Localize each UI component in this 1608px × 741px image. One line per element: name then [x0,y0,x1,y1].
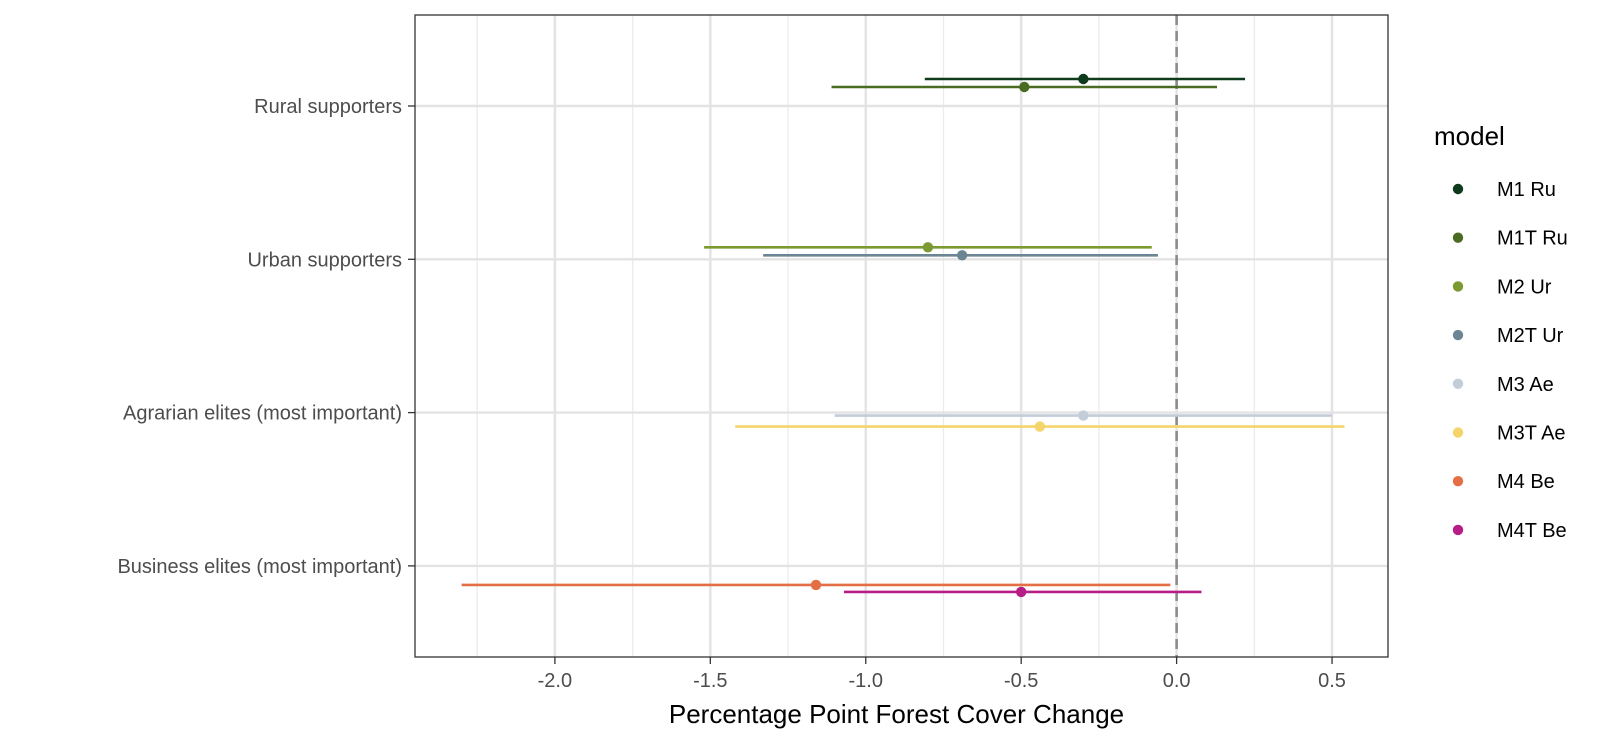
series-m4-be [461,579,1171,591]
panel-border [414,14,1389,658]
legend-label: M4 Be [1497,471,1555,493]
x-tick-label: -2.0 [538,670,572,692]
x-tick-label: -1.5 [693,670,727,692]
legend-key [1452,281,1464,292]
panel-outline [414,14,1389,658]
legend-label: M2T Ur [1497,325,1564,347]
series-m1-ru [924,73,1246,85]
legend-key [1452,378,1464,389]
point-estimate [810,579,822,591]
x-tick-label: 0.5 [1318,670,1346,692]
series-m3-ae [834,410,1333,421]
y-tick-label: Urban supporters [247,249,402,271]
x-tick-label: -1.0 [849,670,883,692]
legend-key [1452,329,1464,341]
point-estimate [1078,73,1089,85]
series-layer [461,73,1345,598]
point-estimate [956,250,968,261]
point-estimate [1078,410,1089,421]
y-tick-label: Rural supporters [254,96,402,118]
legend-item: M4 Be [1452,471,1555,493]
legend-item: M3T Ae [1452,423,1566,445]
series-m4t-be [843,586,1202,598]
legend-label: M2 Ur [1497,276,1552,298]
legend-label: M3 Ae [1497,374,1554,396]
point-estimate [1019,81,1030,93]
legend-item: M2T Ur [1452,325,1564,347]
legend-label: M3T Ae [1497,423,1566,445]
point-estimate [1034,421,1046,432]
series-m3t-ae [735,421,1345,432]
axes: -2.0 -1.5 -1.0 -0.5 0.0 0.5 Rural supporters Ur… [117,96,1345,692]
y-tick-label: Business elites (most important) [117,556,402,578]
legend: model M1 Ru M1T Ru M2 Ur M2T Ur M3 Ae M3T Ae M… [1434,121,1568,542]
legend-key [1452,524,1464,536]
series-m1t-ru [831,81,1218,93]
x-tick-label: -0.5 [1004,670,1038,692]
legend-item: M4T Be [1452,520,1567,542]
legend-title: model [1434,121,1505,151]
legend-label: M1 Ru [1497,179,1556,201]
legend-key [1452,476,1464,487]
series-m2-ur [704,242,1152,253]
legend-item: M2 Ur [1452,276,1552,298]
legend-label: M4T Be [1497,520,1567,542]
legend-label: M1T Ru [1497,228,1568,250]
legend-item: M1T Ru [1452,228,1568,250]
legend-key [1452,232,1464,243]
point-estimate [922,242,934,253]
grid-lines [415,15,1388,657]
plot-panel [415,15,1388,657]
legend-item: M1 Ru [1452,179,1556,201]
legend-key [1452,183,1464,195]
panel-background [415,15,1388,657]
y-tick-label: Agrarian elites (most important) [123,403,402,425]
x-tick-label: 0.0 [1163,670,1191,692]
point-estimate [1015,586,1027,598]
legend-item: M3 Ae [1452,374,1554,396]
x-axis-title: Percentage Point Forest Cover Change [669,699,1124,729]
series-m2t-ur [763,250,1158,261]
legend-key [1452,427,1464,438]
